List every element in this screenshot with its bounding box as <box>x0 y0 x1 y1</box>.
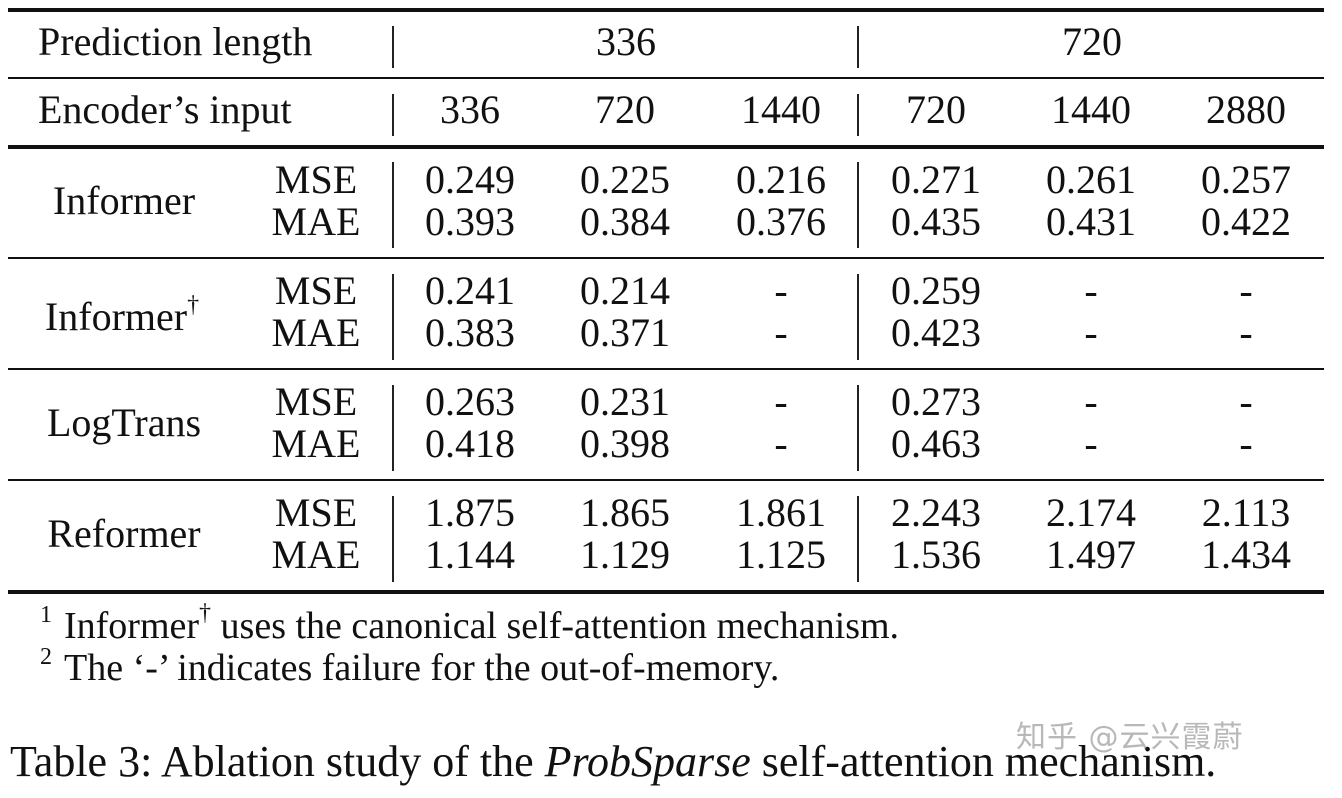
table-cell: 2.113 <box>1201 490 1291 535</box>
metric-label-mse: MSE <box>274 379 358 424</box>
vertical-separator-label <box>392 94 394 136</box>
table-cell: 1.129 <box>580 532 670 577</box>
table-cell: 1.434 <box>1201 532 1291 577</box>
encoder-input-col-2: 720 <box>595 87 655 132</box>
table-cell: 0.383 <box>425 310 515 355</box>
encoder-input-col-1: 336 <box>440 87 500 132</box>
watermark: 知乎 @云兴霞蔚 <box>1016 720 1244 755</box>
row-divider-3 <box>8 479 1324 481</box>
prediction-length-720: 720 <box>1062 19 1122 64</box>
table-cell: 0.384 <box>580 199 670 244</box>
metric-label-mse: MSE <box>274 268 358 313</box>
model-name-reformer: Reformer <box>47 511 201 556</box>
table-cell: 0.273 <box>891 379 981 424</box>
vertical-separator-group <box>857 274 859 360</box>
table-caption: Table 3: Ablation study of the ProbSpars… <box>10 737 1217 786</box>
table-cell: - <box>1084 421 1098 466</box>
metric-label-mse: MSE <box>274 490 358 535</box>
model-name-logtrans: LogTrans <box>46 400 202 445</box>
table-cell: - <box>774 268 788 313</box>
table-cell: 0.422 <box>1201 199 1291 244</box>
table-cell: 0.263 <box>425 379 515 424</box>
table-cell: 0.225 <box>580 157 670 202</box>
encoder-input-col-4: 720 <box>906 87 966 132</box>
model-name-informer: Informer <box>52 178 196 223</box>
table-cell: 1.861 <box>736 490 826 535</box>
metric-label-mae: MAE <box>271 532 361 577</box>
model-name-informer-dagger: Informer† <box>44 292 200 339</box>
vertical-separator-group <box>857 94 859 136</box>
table-cell: 0.271 <box>891 157 981 202</box>
caption-emphasis: ProbSparse <box>544 737 751 786</box>
table-cell: 0.257 <box>1201 157 1291 202</box>
table-cell: 0.423 <box>891 310 981 355</box>
footnote-mark: 1 <box>40 602 52 628</box>
prediction-length-336: 336 <box>596 19 656 64</box>
table-cell: 0.231 <box>580 379 670 424</box>
metric-label-mse: MSE <box>274 157 358 202</box>
table-cell: - <box>774 379 788 424</box>
table-cell: 0.216 <box>736 157 826 202</box>
table-cell: - <box>1239 268 1253 313</box>
table-cell: 0.431 <box>1046 199 1136 244</box>
vertical-separator-group <box>857 385 859 471</box>
table-cell: - <box>1084 310 1098 355</box>
table-cell: - <box>1239 310 1253 355</box>
table-cell: 1.144 <box>425 532 515 577</box>
table-cell: 2.243 <box>891 490 981 535</box>
encoder-input-label: Encoder’s input <box>38 87 292 132</box>
table-cell: 0.214 <box>580 268 670 313</box>
table-cell: 0.463 <box>891 421 981 466</box>
vertical-separator-label <box>392 274 394 360</box>
table-cell: - <box>1239 421 1253 466</box>
table-cell: 0.418 <box>425 421 515 466</box>
table-cell: 0.249 <box>425 157 515 202</box>
vertical-separator-label <box>392 26 394 68</box>
table-cell: - <box>1239 379 1253 424</box>
footnote-1: 1 Informer† uses the canonical self-atten… <box>40 600 900 647</box>
table-cell: 0.376 <box>736 199 826 244</box>
header-divider <box>8 77 1324 79</box>
table-cell: 0.371 <box>580 310 670 355</box>
table-cell: 1.875 <box>425 490 515 535</box>
metric-label-mae: MAE <box>271 199 361 244</box>
vertical-separator-group <box>857 162 859 248</box>
metric-label-mae: MAE <box>271 421 361 466</box>
table-cell: 2.174 <box>1046 490 1136 535</box>
row-divider-2 <box>8 368 1324 370</box>
vertical-separator-group <box>857 496 859 582</box>
top-rule <box>8 8 1324 12</box>
vertical-separator-label <box>392 385 394 471</box>
table-cell: 0.261 <box>1046 157 1136 202</box>
table-cell: 1.536 <box>891 532 981 577</box>
table-cell: - <box>1084 268 1098 313</box>
encoder-input-col-6: 2880 <box>1206 87 1286 132</box>
encoder-input-col-5: 1440 <box>1051 87 1131 132</box>
table-cell: 0.435 <box>891 199 981 244</box>
prediction-length-label: Prediction length <box>38 19 313 64</box>
bottom-rule <box>8 590 1324 594</box>
table-cell: 1.865 <box>580 490 670 535</box>
metric-label-mae: MAE <box>271 310 361 355</box>
table-cell: 0.398 <box>580 421 670 466</box>
row-divider-1 <box>8 257 1324 259</box>
encoder-input-col-3: 1440 <box>741 87 821 132</box>
table-cell: 1.497 <box>1046 532 1136 577</box>
footnote-mark: 2 <box>40 644 52 670</box>
table-cell: 0.241 <box>425 268 515 313</box>
table-cell: 0.393 <box>425 199 515 244</box>
table-cell: - <box>1084 379 1098 424</box>
vertical-separator-label <box>392 496 394 582</box>
header-bottom-rule <box>8 145 1324 149</box>
table-cell: - <box>774 421 788 466</box>
table-cell: 0.259 <box>891 268 981 313</box>
footnote-2: 2 The ‘-’ indicates failure for the out-o… <box>40 644 780 689</box>
table-cell: - <box>774 310 788 355</box>
vertical-separator-group <box>857 26 859 68</box>
vertical-separator-label <box>392 162 394 248</box>
table-cell: 1.125 <box>736 532 826 577</box>
